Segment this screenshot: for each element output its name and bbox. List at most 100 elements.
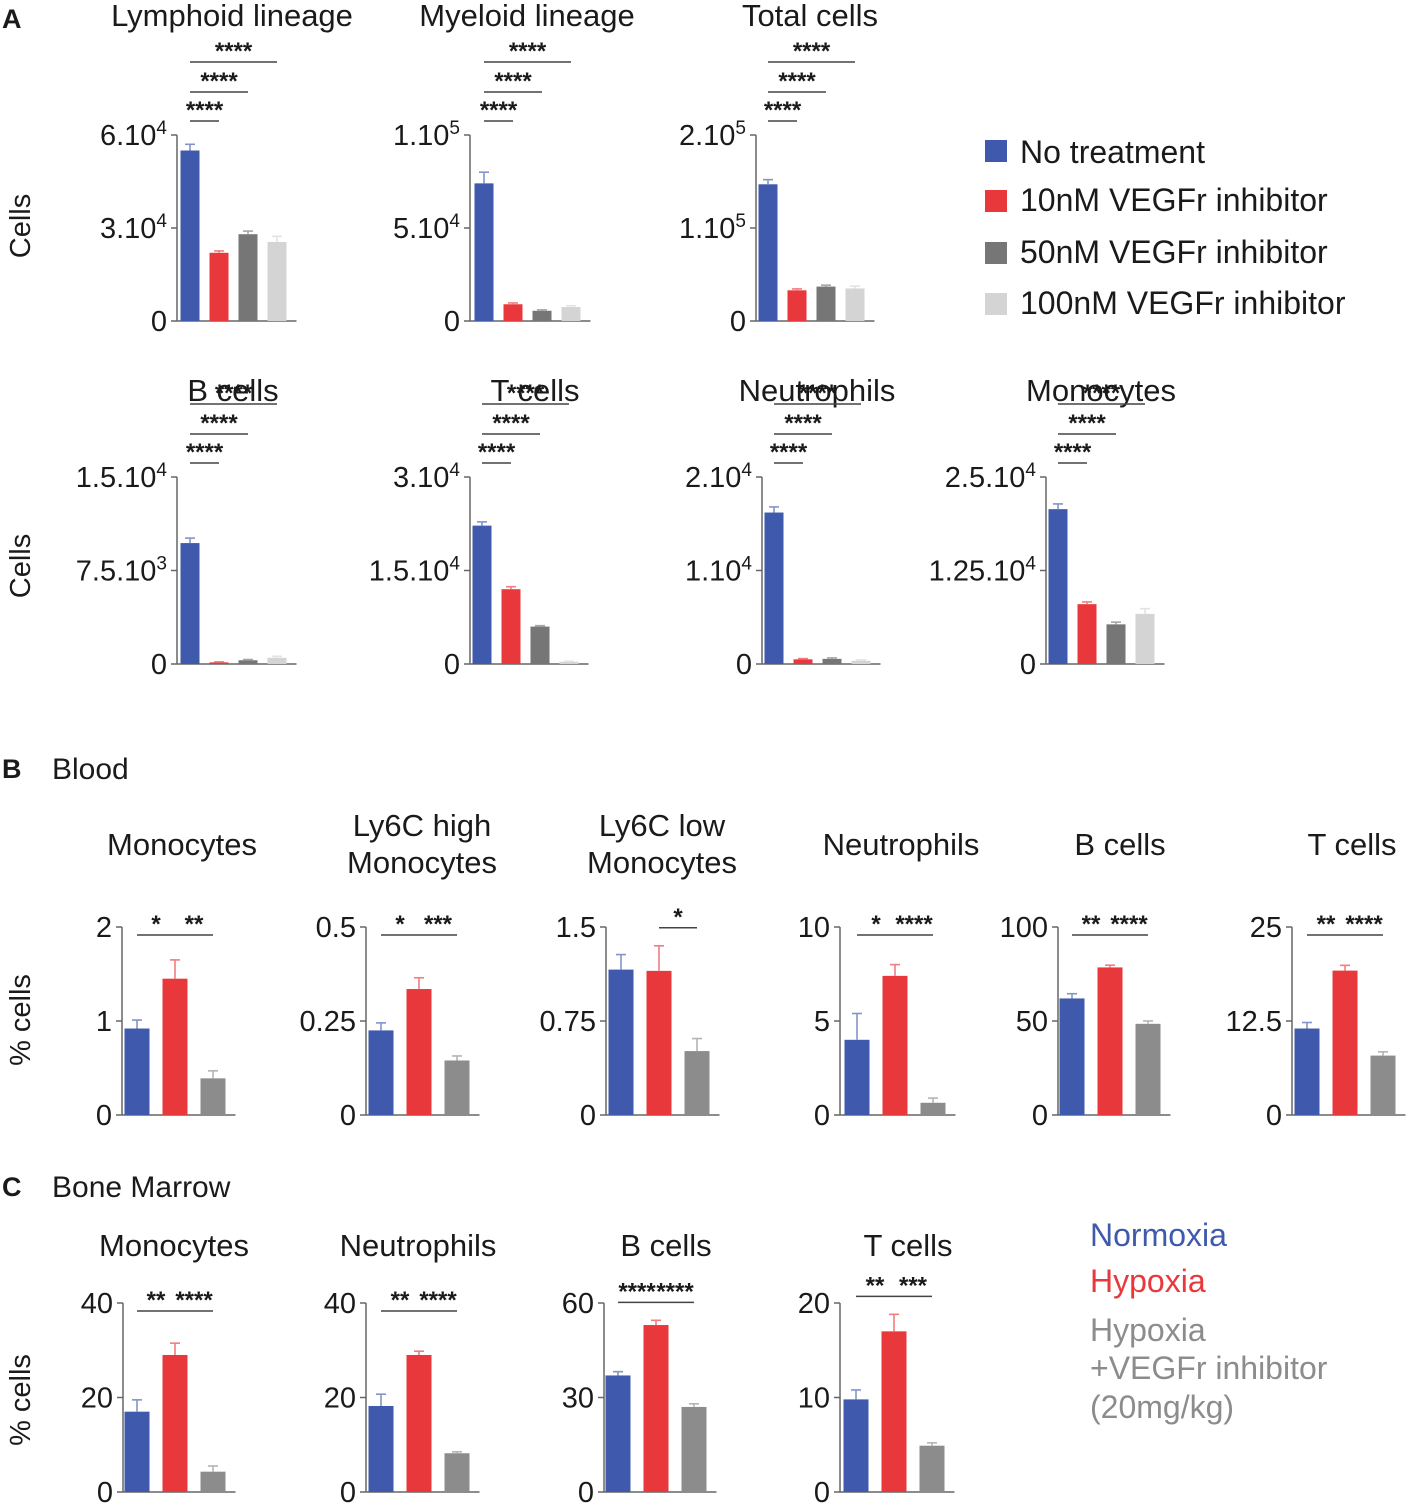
- y-tick-label: 0.25: [300, 1006, 356, 1038]
- y-tick-label: 1.5.104: [76, 460, 168, 494]
- bar-3: [200, 1078, 226, 1115]
- significance-label: **: [391, 1287, 410, 1314]
- y-tick-label: 5.104: [393, 211, 460, 245]
- y-tick-label: 0: [1020, 649, 1036, 681]
- y-tick-label: 100: [1000, 912, 1048, 944]
- y-tick-label: 25: [1250, 912, 1282, 944]
- significance-label: ****: [509, 38, 547, 65]
- bar-2: [406, 989, 432, 1115]
- y-tick-label: 20: [81, 1383, 113, 1415]
- bar-2: [793, 659, 813, 664]
- bar-4: [267, 657, 287, 664]
- bar-2: [501, 589, 521, 664]
- legend-swatch-50nm: [985, 242, 1007, 264]
- significance-label: ****: [507, 380, 545, 407]
- y-tick-label: 0: [1266, 1100, 1282, 1132]
- significance-label: *: [151, 911, 161, 938]
- bar-4: [1135, 613, 1155, 664]
- y-tick-label: 1: [96, 1006, 112, 1038]
- y-tick-label: 2.105: [679, 118, 746, 152]
- y-tick-label: 0: [578, 1477, 594, 1509]
- y-tick-label: 20: [798, 1288, 830, 1320]
- bar-4: [851, 660, 871, 664]
- panel-label-b: B: [2, 754, 22, 784]
- y-tick-label: 1.105: [679, 211, 746, 245]
- chart-title: B cells: [620, 1228, 711, 1263]
- chart-title: Monocytes: [587, 845, 737, 880]
- significance-label: *: [871, 911, 881, 938]
- significance-label: ****: [1054, 439, 1092, 466]
- y-tick-label: 0: [814, 1100, 830, 1132]
- y-tick-label: 1.105: [393, 118, 460, 152]
- bar-3: [238, 234, 258, 321]
- y-tick-label: 60: [562, 1288, 594, 1320]
- significance-label: ****: [895, 911, 933, 938]
- chart-title: Monocytes: [99, 1228, 249, 1263]
- bar-1: [124, 1411, 150, 1492]
- y-tick-label: 50: [1016, 1006, 1048, 1038]
- legend-label-hypoxia-vegfr-1: Hypoxia: [1090, 1312, 1206, 1348]
- legend-swatch-no-treatment: [985, 140, 1007, 162]
- y-tick-label: 0: [340, 1477, 356, 1509]
- bar-3: [919, 1445, 945, 1492]
- chart-title: Ly6C high: [353, 808, 491, 843]
- significance-label: *: [395, 911, 405, 938]
- y-tick-label: 0: [580, 1100, 596, 1132]
- y-tick-label: 2: [96, 912, 112, 944]
- y-tick-label: 1.104: [685, 554, 752, 588]
- bar-2: [646, 970, 672, 1115]
- bar-3: [1135, 1023, 1161, 1115]
- bar-2: [881, 1331, 907, 1492]
- y-tick-label: 0.5: [316, 912, 356, 944]
- significance-label: ****: [186, 97, 224, 124]
- bar-1: [1048, 509, 1068, 664]
- bar-4: [561, 307, 581, 321]
- y-tick-label: 2.104: [685, 460, 752, 494]
- bar-3: [444, 1060, 470, 1115]
- significance-label: ****: [799, 380, 837, 407]
- significance-label: ****: [215, 380, 253, 407]
- bar-3: [444, 1453, 470, 1492]
- bar-1: [764, 512, 784, 664]
- bar-3: [1106, 624, 1126, 664]
- y-tick-label: 0: [96, 1100, 112, 1132]
- y-tick-label: 40: [324, 1288, 356, 1320]
- y-tick-label: 0: [444, 649, 460, 681]
- chart-title: Total cells: [742, 0, 878, 33]
- chart-title: B cells: [1074, 827, 1165, 862]
- y-tick-label: 10: [798, 912, 830, 944]
- chart-title: Lymphoid lineage: [111, 0, 353, 33]
- significance-label: *: [673, 904, 683, 931]
- significance-label: ****: [480, 97, 518, 124]
- bar-2: [162, 978, 188, 1115]
- bar-charts: Lymphoid lineage03.1046.104************M…: [76, 0, 1406, 1509]
- bar-3: [681, 1406, 707, 1492]
- chart-title: Neutrophils: [823, 827, 980, 862]
- significance-label: ****: [200, 68, 238, 95]
- y-tick-label: 3.104: [100, 211, 167, 245]
- significance-label: ****: [770, 439, 808, 466]
- y-tick-label: 1.25.104: [929, 554, 1037, 588]
- bar-3: [1370, 1055, 1396, 1115]
- y-tick-label: 0.75: [540, 1006, 596, 1038]
- significance-label: ****: [764, 97, 802, 124]
- bar-1: [758, 184, 778, 321]
- chart-title: Neutrophils: [340, 1228, 497, 1263]
- significance-label: ****: [494, 68, 532, 95]
- y-tick-label: 0: [444, 306, 460, 338]
- chart-title: T cells: [863, 1228, 952, 1263]
- y-tick-label: 0: [814, 1477, 830, 1509]
- y-tick-label: 0: [151, 649, 167, 681]
- y-axis-label-row-a1: Cells: [5, 194, 37, 258]
- chart-title: T cells: [1307, 827, 1396, 862]
- y-tick-label: 40: [81, 1288, 113, 1320]
- significance-label: ****: [492, 410, 530, 437]
- y-tick-label: 12.5: [1226, 1006, 1282, 1038]
